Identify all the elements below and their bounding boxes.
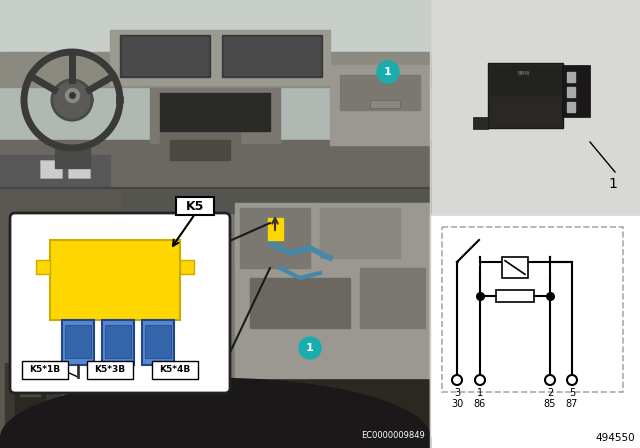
Circle shape bbox=[52, 80, 92, 120]
Bar bbox=[55, 148, 90, 168]
FancyBboxPatch shape bbox=[10, 213, 230, 393]
Bar bbox=[496, 290, 534, 302]
Text: 1: 1 bbox=[384, 67, 392, 77]
Bar bbox=[340, 75, 420, 110]
Bar bbox=[122, 37, 208, 75]
FancyBboxPatch shape bbox=[152, 361, 198, 379]
Bar bbox=[145, 325, 171, 358]
Bar bbox=[250, 278, 350, 328]
Text: 5: 5 bbox=[569, 388, 575, 398]
Bar bbox=[20, 378, 40, 396]
Bar bbox=[268, 218, 283, 240]
FancyBboxPatch shape bbox=[87, 361, 133, 379]
Bar bbox=[488, 63, 563, 128]
Text: K5*3B: K5*3B bbox=[95, 366, 125, 375]
Bar bbox=[120, 35, 210, 77]
Bar bbox=[502, 257, 528, 278]
Bar bbox=[320, 208, 400, 258]
Text: 86: 86 bbox=[474, 399, 486, 409]
Bar bbox=[360, 268, 425, 328]
Bar bbox=[102, 320, 134, 365]
Bar bbox=[68, 160, 90, 178]
Bar bbox=[150, 88, 280, 143]
Bar bbox=[65, 325, 91, 358]
Bar bbox=[0, 155, 110, 188]
Text: K5*1B: K5*1B bbox=[29, 366, 61, 375]
Bar bbox=[473, 117, 488, 129]
Text: 3: 3 bbox=[454, 388, 460, 398]
Circle shape bbox=[452, 375, 462, 385]
Bar bbox=[160, 93, 270, 131]
Bar bbox=[105, 325, 131, 358]
Bar bbox=[0, 188, 430, 448]
Text: K5: K5 bbox=[186, 199, 204, 212]
Text: 2: 2 bbox=[547, 388, 553, 398]
Bar bbox=[40, 160, 62, 178]
FancyBboxPatch shape bbox=[22, 361, 68, 379]
Bar bbox=[491, 66, 560, 95]
Text: 494550: 494550 bbox=[595, 433, 635, 443]
Text: BMW: BMW bbox=[517, 71, 529, 76]
Text: 85: 85 bbox=[544, 399, 556, 409]
Bar bbox=[567, 87, 575, 97]
Bar bbox=[430, 215, 640, 448]
FancyBboxPatch shape bbox=[176, 197, 214, 215]
Circle shape bbox=[567, 375, 577, 385]
Bar bbox=[5, 363, 60, 448]
Text: EC0000009849: EC0000009849 bbox=[361, 431, 425, 440]
Bar bbox=[110, 30, 330, 85]
Circle shape bbox=[299, 337, 321, 359]
Bar bbox=[0, 0, 430, 188]
Bar bbox=[235, 203, 430, 378]
Bar bbox=[0, 0, 430, 60]
Bar bbox=[62, 320, 94, 365]
Bar bbox=[50, 240, 180, 320]
Bar bbox=[240, 208, 310, 268]
Text: 87: 87 bbox=[566, 399, 578, 409]
Text: K5*4B: K5*4B bbox=[159, 366, 191, 375]
Bar bbox=[224, 37, 320, 75]
Bar bbox=[567, 102, 575, 112]
Bar bbox=[0, 188, 120, 448]
Bar bbox=[222, 35, 322, 77]
Bar bbox=[170, 140, 230, 160]
Bar bbox=[0, 378, 430, 448]
Bar bbox=[562, 65, 590, 117]
Text: 30: 30 bbox=[451, 399, 463, 409]
Bar bbox=[0, 188, 430, 213]
Bar bbox=[180, 260, 194, 274]
Bar bbox=[430, 0, 640, 215]
Bar bbox=[15, 388, 45, 428]
Bar bbox=[442, 227, 623, 392]
Bar bbox=[330, 65, 430, 145]
Bar bbox=[567, 72, 575, 82]
Bar bbox=[0, 52, 430, 87]
Circle shape bbox=[475, 375, 485, 385]
Bar bbox=[36, 260, 50, 274]
Circle shape bbox=[377, 61, 399, 83]
Text: 1: 1 bbox=[609, 177, 618, 191]
Text: 1: 1 bbox=[306, 343, 314, 353]
Bar bbox=[370, 100, 400, 108]
Bar bbox=[459, 259, 478, 265]
Circle shape bbox=[545, 375, 555, 385]
Bar bbox=[160, 130, 240, 185]
Text: 1: 1 bbox=[477, 388, 483, 398]
Bar bbox=[0, 140, 430, 188]
Bar bbox=[142, 320, 174, 365]
